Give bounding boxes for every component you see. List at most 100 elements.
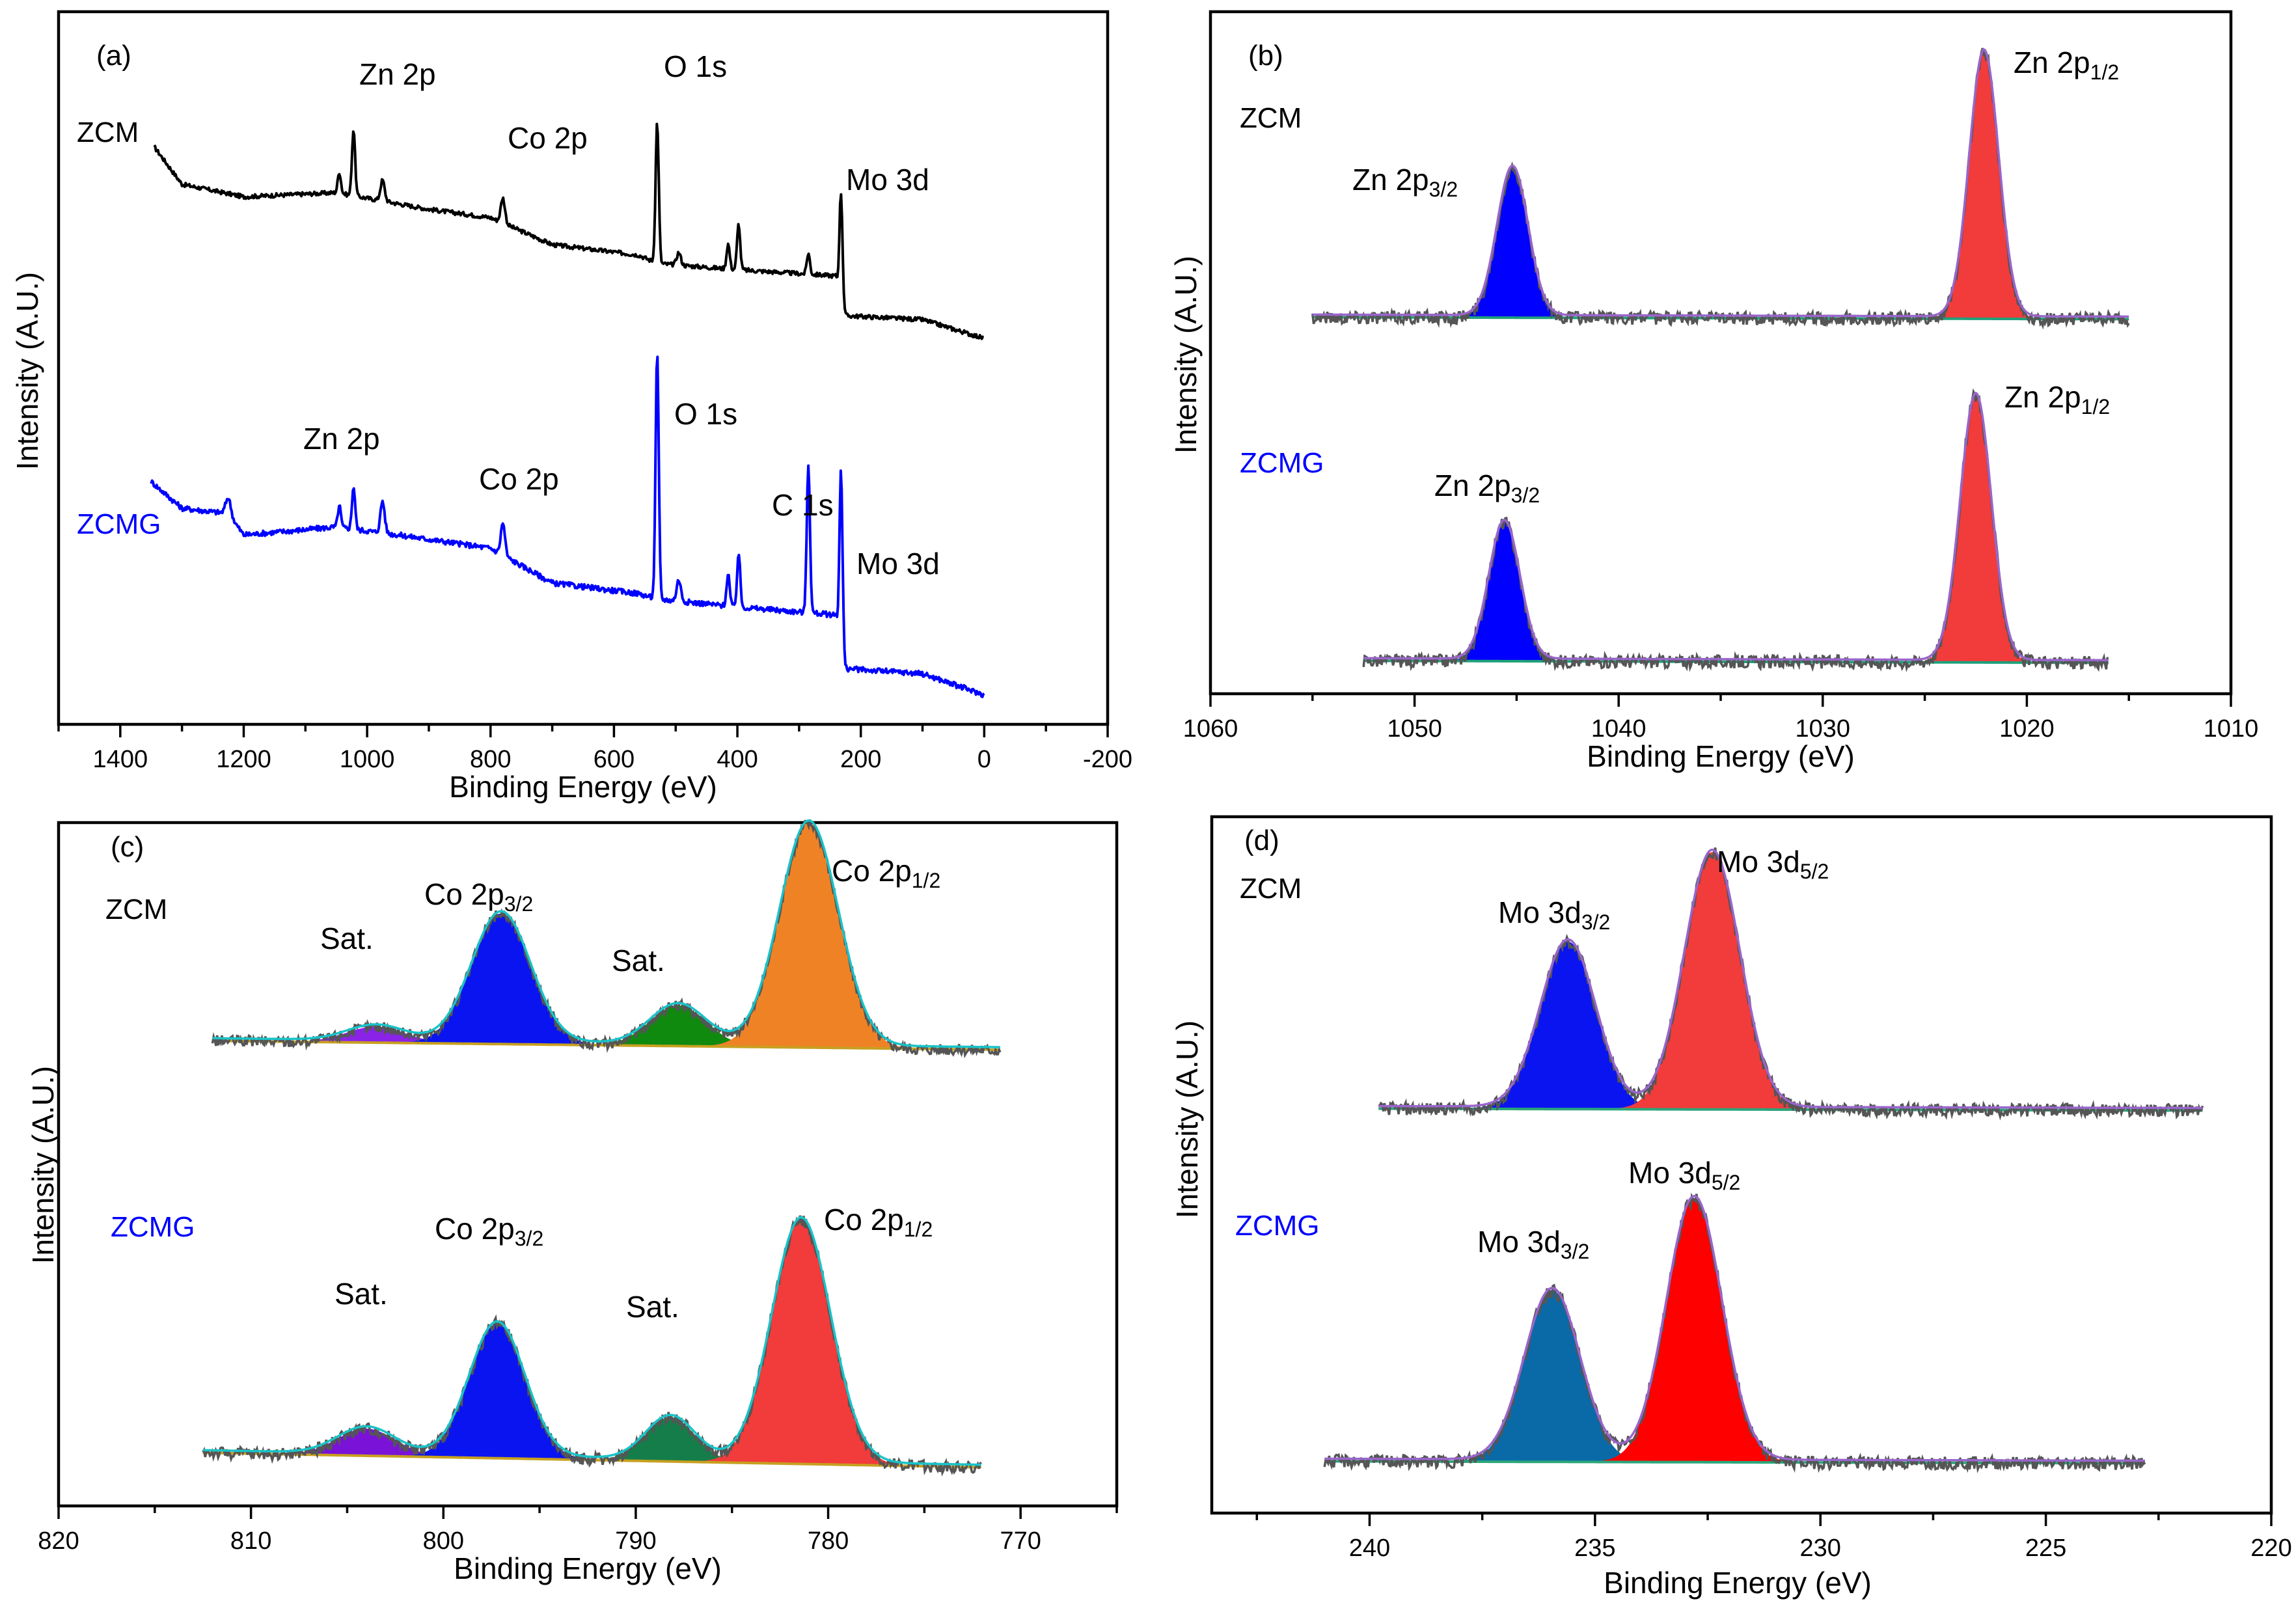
panel-a-tag: (a) [96,40,131,72]
panel-d-x-ticks: 240 235 230 225 220 [1255,1513,2292,1562]
panel-b-zcm-zn2p12-main: Zn 2p [2014,46,2090,79]
x-tick-label: 790 [615,1527,656,1555]
panel-a-frame [57,10,1110,726]
panel-c-zcm-envelope-fit [212,819,1000,1048]
panel-a-survey: (a) 1400 1200 1000 800 600 400 200 0 -200 Bindin… [10,10,1132,804]
panel-c-zcmg-label: ZCMG [111,1211,195,1243]
panel-b-zcm-envelope-fit [1312,48,2129,318]
x-tick-label: 770 [1000,1527,1041,1555]
panel-c-x-ticks: 820 810 800 790 780 770 [38,1506,1118,1555]
x-tick-label: 1050 [1387,715,1442,743]
panel-c-zcmg-envelope-fit [202,1216,981,1466]
panel-a-zcm-co2p-label: Co 2p [508,121,588,155]
panel-d-zcm-mo3d52-label: Mo 3d5/2 [1717,845,1829,883]
panel-d-xlabel: Binding Energy (eV) [1604,1566,1872,1600]
panel-a-xlabel: Binding Energy (eV) [449,770,717,804]
panel-c-zcm-co2p12-main: Co 2p [832,854,912,888]
panel-c-zcm-co2p12-sub: 1/2 [912,869,940,892]
panel-d-zcm-label: ZCM [1240,873,1302,905]
panel-b-tag: (b) [1248,40,1283,72]
x-tick-label: 235 [1574,1535,1615,1562]
panel-a-zcmg-spectrum [150,355,985,698]
panel-d-zcmg-mo3d52-label: Mo 3d5/2 [1628,1156,1740,1194]
panel-d-zcm-envelope-fit [1378,849,2203,1110]
panel-d-tag: (d) [1244,825,1279,856]
panel-c-zcm-co2p32-main: Co 2p [424,877,504,911]
panel-c-zcm-sat2-label: Sat. [612,944,665,977]
x-tick-label: 240 [1349,1535,1390,1562]
panel-a-zcmg-o1s-label: O 1s [674,397,737,431]
panel-c-zcmg-sat2-label: Sat. [626,1290,679,1324]
panel-d-zcmg-raw-data [1323,1192,2146,1473]
panel-d-zcmg-mo3d32-main: Mo 3d [1477,1225,1561,1259]
panel-b-zcmg-zn2p12-sub: 1/2 [2081,395,2110,418]
panel-c-zcmg-co2p32-main: Co 2p [435,1212,515,1246]
panel-d-zcm-mo3d32-main: Mo 3d [1498,895,1581,929]
x-tick-label: -200 [1083,746,1132,773]
panel-b-zcmg-background-line [1363,659,2109,664]
panel-a-x-ticks: 1400 1200 1000 800 600 400 200 0 -200 [57,724,1132,773]
panel-c-frame [57,821,1119,1508]
panel-c-zcmg-co2p32-sub: 3/2 [515,1227,543,1250]
panel-a-zcmg-c1s-label: C 1s [772,488,834,522]
x-tick-label: 1030 [1796,715,1851,743]
panel-c-zcm-co2p32-sub: 3/2 [504,892,533,916]
panel-c-zcmg-co2p12-sub: 1/2 [904,1218,933,1241]
x-tick-label: 200 [840,746,881,773]
panel-d-zcm-mo3d32-label: Mo 3d3/2 [1498,895,1610,934]
panel-d-zcmg-mo3d52-sub: 5/2 [1712,1171,1740,1194]
panel-d-zcmg-envelope-fit [1324,1195,2145,1462]
x-tick-label: 1000 [340,746,395,773]
panel-d-traces [1323,847,2204,1473]
panel-a-zcmg-zn2p-label: Zn 2p [303,422,380,456]
panel-c-tag: (c) [111,831,144,863]
panel-c-ylabel: Intensity (A.U.) [26,1066,60,1264]
x-tick-label: 800 [423,1527,464,1555]
panel-a-zcmg-label: ZCMG [77,508,161,540]
x-tick-label: 220 [2250,1535,2291,1562]
panel-c-zcmg-co2p12-main: Co 2p [824,1203,904,1236]
panel-b-zcm-zn2p32-label: Zn 2p3/2 [1352,163,1458,201]
x-tick-label: 1010 [2204,715,2259,743]
panel-d-zcm-mo3d52-sub: 5/2 [1800,860,1829,883]
x-tick-label: 800 [470,746,511,773]
panel-c-zcm-sat1-label: Sat. [320,922,374,955]
x-tick-label: 1060 [1183,715,1238,743]
panel-a-zcm-label: ZCM [77,116,139,148]
panel-d-zcm-mo3d32-sub: 3/2 [1581,910,1610,934]
panel-c-xlabel: Binding Energy (eV) [454,1551,722,1585]
panel-a-zcmg-mo3d-label: Mo 3d [856,547,940,581]
panel-b-zcmg-zn2p32-main: Zn 2p [1434,469,1511,502]
panel-b-zcmg-label: ZCMG [1240,447,1324,479]
panel-b-zcm-zn2p32-sub: 3/2 [1429,178,1458,201]
panel-c-zcm-co2p12-label: Co 2p1/2 [832,854,940,892]
panel-c-zcmg-co2p32-label: Co 2p3/2 [435,1212,543,1250]
panel-b-zcmg-envelope-fit [1363,391,2109,662]
panel-d-mo3d: (d) 240 235 230 225 220 Binding Energy (eV) … [1170,815,2292,1600]
panel-b-zcmg-zn2p32-label: Zn 2p3/2 [1434,469,1540,507]
panel-c-zcmg-sat1-label: Sat. [335,1277,388,1311]
panel-c-co2p: (c) 820 810 800 790 780 770 Binding Energy (e… [26,819,1119,1585]
panel-b-zcm-label: ZCM [1240,102,1302,134]
panel-c-zcm-label: ZCM [105,894,167,925]
panel-a-zcmg-co2p-label: Co 2p [479,462,559,496]
panel-b-xlabel: Binding Energy (eV) [1587,739,1855,773]
panel-d-frame [1210,815,2273,1515]
panel-a-traces [150,122,985,698]
x-tick-label: 1400 [93,746,148,773]
x-tick-label: 1040 [1591,715,1647,743]
panel-a-zcm-mo3d-label: Mo 3d [846,163,929,197]
panel-a-zcm-o1s-label: O 1s [664,49,727,83]
panel-d-zcm-mo3d52-main: Mo 3d [1717,845,1800,879]
x-tick-label: 230 [1800,1535,1841,1562]
panel-d-zcmg-label: ZCMG [1235,1210,1320,1242]
panel-d-ylabel: Intensity (A.U.) [1170,1020,1204,1218]
x-tick-label: 225 [2025,1535,2066,1562]
x-tick-label: 820 [38,1527,79,1555]
panel-c-zcmg-co2p12-label: Co 2p1/2 [824,1203,933,1241]
panel-c-peak-labels: Sat. Co 2p3/2 Sat. Co 2p1/2 Sat. Co 2p3/… [320,854,940,1324]
panel-d-zcmg-mo3d52-main: Mo 3d [1628,1156,1712,1190]
panel-b-traces [1311,48,2130,673]
x-tick-label: 810 [230,1527,271,1555]
